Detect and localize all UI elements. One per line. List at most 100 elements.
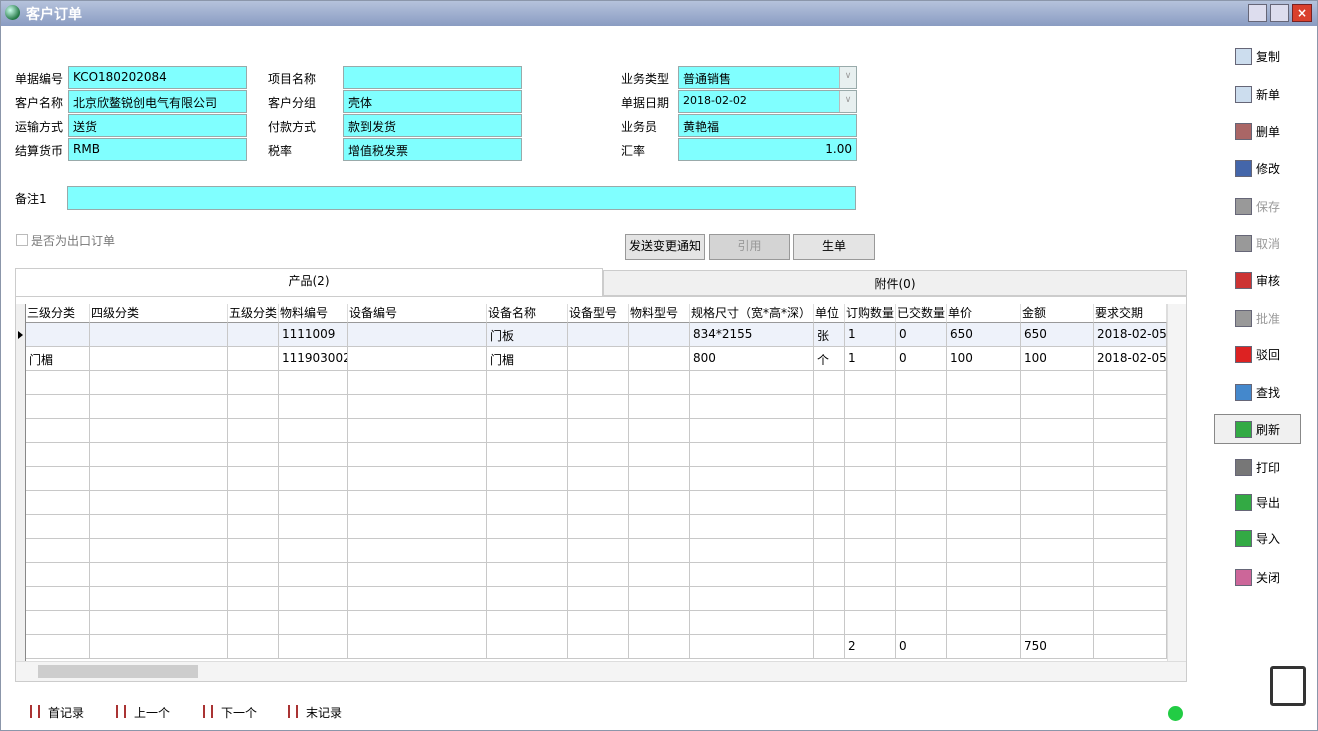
table-cell[interactable]: 1 bbox=[845, 347, 896, 371]
table-cell[interactable] bbox=[845, 395, 896, 419]
table-cell[interactable] bbox=[228, 443, 279, 467]
toolbar-icon[interactable] bbox=[1235, 123, 1252, 140]
tab[interactable]: 产品(2) bbox=[15, 268, 603, 296]
column-header[interactable]: 规格尺寸（宽*高*深） bbox=[690, 304, 814, 323]
table-cell[interactable] bbox=[947, 443, 1021, 467]
table-cell[interactable] bbox=[896, 491, 947, 515]
table-cell[interactable] bbox=[947, 539, 1021, 563]
horizontal-scrollbar[interactable] bbox=[16, 661, 1186, 681]
nav-icon[interactable] bbox=[30, 705, 40, 718]
table-cell[interactable] bbox=[26, 467, 90, 491]
table-cell[interactable] bbox=[896, 515, 947, 539]
table-cell[interactable] bbox=[690, 611, 814, 635]
table-cell[interactable] bbox=[629, 515, 690, 539]
table-cell[interactable] bbox=[228, 467, 279, 491]
table-cell[interactable] bbox=[814, 419, 845, 443]
table-cell[interactable] bbox=[487, 539, 568, 563]
table-cell[interactable] bbox=[228, 491, 279, 515]
table-cell[interactable] bbox=[629, 395, 690, 419]
toolbar-icon[interactable] bbox=[1235, 346, 1252, 363]
table-cell[interactable] bbox=[279, 371, 348, 395]
nav-button[interactable]: 下一个 bbox=[221, 706, 258, 720]
maximize-button[interactable] bbox=[1270, 4, 1289, 22]
table-cell[interactable] bbox=[1094, 611, 1167, 635]
table-cell[interactable] bbox=[1021, 491, 1094, 515]
table-cell[interactable]: 650 bbox=[1021, 323, 1094, 347]
table-cell[interactable] bbox=[1094, 515, 1167, 539]
table-cell[interactable] bbox=[1021, 515, 1094, 539]
table-cell[interactable] bbox=[814, 371, 845, 395]
toolbar-button[interactable]: 驳回 bbox=[1256, 348, 1281, 362]
table-cell[interactable] bbox=[947, 419, 1021, 443]
table-cell[interactable] bbox=[1021, 587, 1094, 611]
table-cell[interactable] bbox=[279, 395, 348, 419]
table-cell[interactable] bbox=[690, 467, 814, 491]
table-cell[interactable]: 门楣 bbox=[26, 347, 90, 371]
table-cell[interactable] bbox=[1021, 443, 1094, 467]
text-input[interactable]: 2018-02-02 ∨ bbox=[678, 90, 857, 113]
text-input[interactable] bbox=[343, 66, 522, 89]
table-cell[interactable] bbox=[279, 611, 348, 635]
table-cell[interactable]: 张 bbox=[814, 323, 845, 347]
table-cell[interactable] bbox=[1021, 371, 1094, 395]
table-cell[interactable] bbox=[348, 347, 487, 371]
text-input[interactable]: 1.00 bbox=[678, 138, 857, 161]
table-cell[interactable] bbox=[690, 419, 814, 443]
table-cell[interactable] bbox=[690, 515, 814, 539]
table-cell[interactable] bbox=[279, 467, 348, 491]
dropdown-arrow[interactable]: ∨ bbox=[839, 91, 856, 112]
table-cell[interactable] bbox=[896, 467, 947, 491]
table-cell[interactable] bbox=[26, 395, 90, 419]
table-cell[interactable] bbox=[228, 419, 279, 443]
text-input[interactable]: 增值税发票 bbox=[343, 138, 522, 161]
table-cell[interactable] bbox=[814, 443, 845, 467]
toolbar-button[interactable]: 导出 bbox=[1256, 496, 1281, 510]
table-cell[interactable] bbox=[845, 587, 896, 611]
table-cell[interactable] bbox=[629, 539, 690, 563]
table-cell[interactable] bbox=[814, 395, 845, 419]
table-cell[interactable] bbox=[629, 419, 690, 443]
text-input[interactable]: RMB bbox=[68, 138, 247, 161]
table-cell[interactable]: 1 bbox=[845, 323, 896, 347]
table-cell[interactable] bbox=[896, 443, 947, 467]
table-cell[interactable] bbox=[487, 467, 568, 491]
table-cell[interactable]: 750 bbox=[1021, 635, 1094, 659]
table-cell[interactable] bbox=[896, 587, 947, 611]
text-input[interactable]: KCO180202084 bbox=[68, 66, 247, 89]
table-cell[interactable] bbox=[90, 611, 228, 635]
toolbar-button[interactable]: 修改 bbox=[1256, 162, 1281, 176]
table-cell[interactable]: 2018-02-05 bbox=[1094, 323, 1167, 347]
text-input[interactable] bbox=[67, 186, 856, 210]
table-cell[interactable] bbox=[90, 563, 228, 587]
table-cell[interactable] bbox=[845, 563, 896, 587]
toolbar-button[interactable]: 删单 bbox=[1256, 125, 1281, 139]
table-cell[interactable] bbox=[896, 371, 947, 395]
table-cell[interactable] bbox=[348, 563, 487, 587]
table-cell[interactable] bbox=[26, 635, 90, 659]
table-cell[interactable] bbox=[487, 443, 568, 467]
checkbox[interactable] bbox=[16, 234, 28, 246]
table-cell[interactable] bbox=[947, 611, 1021, 635]
nav-icon[interactable] bbox=[116, 705, 126, 718]
column-header[interactable]: 订购数量 bbox=[845, 304, 896, 323]
table-cell[interactable] bbox=[279, 635, 348, 659]
table-cell[interactable] bbox=[228, 563, 279, 587]
table-cell[interactable] bbox=[947, 515, 1021, 539]
table-cell[interactable] bbox=[228, 347, 279, 371]
table-cell[interactable] bbox=[90, 371, 228, 395]
text-input[interactable]: 送货 bbox=[68, 114, 247, 137]
table-cell[interactable] bbox=[90, 587, 228, 611]
table-cell[interactable] bbox=[690, 539, 814, 563]
vertical-scrollbar[interactable] bbox=[1167, 304, 1186, 661]
table-cell[interactable] bbox=[845, 419, 896, 443]
table-cell[interactable] bbox=[568, 443, 629, 467]
table-cell[interactable] bbox=[348, 371, 487, 395]
table-cell[interactable] bbox=[845, 539, 896, 563]
toolbar-icon[interactable] bbox=[1235, 48, 1252, 65]
table-cell[interactable] bbox=[26, 419, 90, 443]
table-cell[interactable]: 800 bbox=[690, 347, 814, 371]
table-cell[interactable] bbox=[26, 491, 90, 515]
toolbar-button[interactable]: 打印 bbox=[1256, 461, 1281, 475]
action-button[interactable]: 引用 bbox=[709, 234, 790, 260]
table-cell[interactable] bbox=[690, 443, 814, 467]
